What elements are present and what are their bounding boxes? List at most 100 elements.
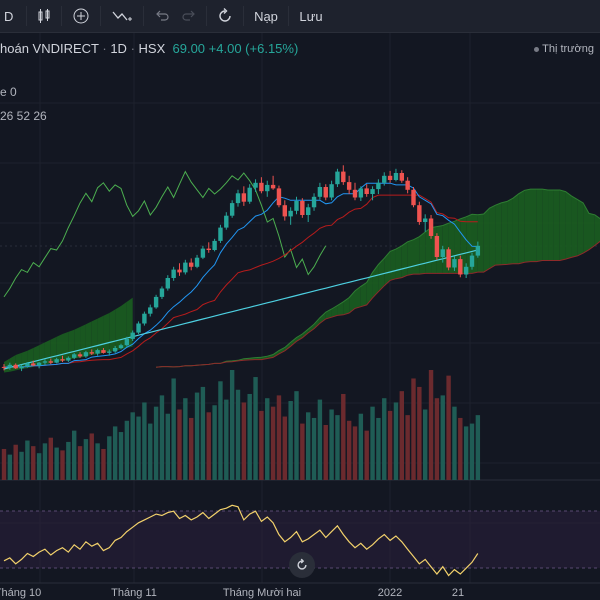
- volume-bar: [66, 441, 71, 480]
- volume-bar: [259, 410, 264, 480]
- ichimoku-cloud: [115, 306, 121, 351]
- candle-body: [300, 201, 305, 215]
- ichimoku-cloud: [278, 347, 285, 354]
- candle-body: [440, 249, 445, 257]
- toolbar-divider: [61, 6, 62, 26]
- candle-body: [124, 338, 130, 346]
- volume-bar: [235, 389, 241, 480]
- interval-button[interactable]: D: [4, 8, 14, 24]
- candle-body: [405, 180, 410, 190]
- volume-bar: [329, 409, 334, 480]
- reset-chart-button[interactable]: [289, 552, 315, 578]
- volume-bar: [270, 406, 276, 480]
- candle-body: [253, 182, 258, 188]
- candle-body: [399, 173, 404, 181]
- volume-bar: [387, 410, 393, 480]
- volume-bar: [452, 406, 457, 480]
- candle-body: [183, 262, 188, 273]
- ichimoku-cloud: [413, 236, 420, 275]
- save-button[interactable]: Lưu: [299, 8, 323, 24]
- candle-body: [270, 184, 276, 189]
- candles-icon[interactable]: [31, 0, 57, 32]
- symbol-name: hoán VNDIRECT: [0, 41, 99, 56]
- indicator-legend-ichimoku[interactable]: 26 52 26: [0, 109, 47, 123]
- candle-body: [66, 357, 71, 361]
- publish-button[interactable]: Nạp: [254, 8, 278, 24]
- volume-bar: [346, 420, 352, 480]
- volume-bar: [241, 402, 247, 480]
- volume-bar: [300, 423, 305, 480]
- ichimoku-cloud: [536, 189, 543, 262]
- volume-bar: [7, 454, 13, 480]
- candle-body: [148, 307, 153, 314]
- ichimoku-cloud: [91, 318, 98, 355]
- time-axis-label: Tháng 11: [111, 587, 157, 599]
- candle-body: [411, 189, 416, 206]
- candle-body: [376, 182, 381, 190]
- volume-bar: [130, 412, 135, 480]
- ichimoku-cloud: [273, 350, 279, 358]
- volume-bar: [101, 448, 106, 480]
- compare-icon[interactable]: [105, 0, 139, 32]
- candle-body: [89, 352, 94, 354]
- candle-body: [235, 193, 241, 204]
- ichimoku-cloud: [395, 245, 402, 279]
- volume-bar: [469, 423, 475, 480]
- ichimoku-cloud: [589, 213, 595, 250]
- toolbar-divider: [206, 6, 207, 26]
- volume-bar: [48, 437, 53, 480]
- volume-bar: [159, 395, 165, 480]
- market-status-label: Thị trường: [542, 43, 594, 55]
- ichimoku-cloud: [44, 339, 51, 365]
- volume-bar: [212, 405, 217, 480]
- market-status[interactable]: Thị trường: [534, 43, 594, 55]
- ichimoku-cloud: [495, 202, 502, 266]
- candle-body: [72, 354, 77, 358]
- add-indicator-icon[interactable]: [66, 0, 96, 32]
- volume-bar: [183, 398, 188, 480]
- candle-body: [341, 171, 346, 183]
- candle-body: [364, 188, 369, 194]
- last-price: 69.00: [172, 41, 206, 56]
- candle-body: [171, 269, 176, 278]
- candle-body: [382, 175, 387, 183]
- ichimoku-cloud: [594, 214, 600, 246]
- candle-body: [107, 351, 112, 353]
- candle-body: [218, 227, 223, 241]
- candle-body: [224, 215, 229, 228]
- ichimoku-cloud: [477, 213, 484, 273]
- volume-bar: [352, 426, 358, 480]
- redo-icon[interactable]: [176, 0, 202, 32]
- kijun-line: [3, 194, 478, 368]
- ichimoku-cloud: [489, 205, 496, 269]
- ichimoku-cloud: [337, 301, 344, 316]
- ichimoku-cloud: [542, 189, 549, 261]
- ichimoku-cloud: [85, 321, 92, 357]
- candle-body: [136, 323, 141, 333]
- candle-body: [265, 184, 270, 192]
- long-ma-line: [3, 249, 478, 370]
- volume-bar: [463, 426, 469, 480]
- volume-bar: [42, 443, 48, 480]
- ichimoku-cloud: [372, 264, 379, 298]
- candle-body: [323, 187, 328, 198]
- candle-body: [259, 182, 264, 192]
- symbol-legend[interactable]: hoán VNDIRECT · 1D · HSX 69.00 +4.00 (+6…: [0, 41, 299, 56]
- volume-bar: [253, 377, 258, 480]
- chart-area[interactable]: Tháng 10 Tháng 11 Tháng Mười hai 2022 21 hoá…: [0, 33, 600, 600]
- volume-bar: [31, 446, 36, 480]
- chart-canvas[interactable]: Tháng 10 Tháng 11 Tháng Mười hai 2022 21: [0, 33, 600, 600]
- candle-body: [54, 359, 59, 363]
- volume-bar: [218, 381, 223, 480]
- ichimoku-cloud: [530, 189, 537, 262]
- symbol-exchange: HSX: [138, 41, 166, 56]
- volume-bar: [440, 395, 445, 480]
- indicator-legend-volume[interactable]: e 0: [0, 85, 17, 99]
- reload-icon[interactable]: [211, 0, 239, 32]
- undo-icon[interactable]: [148, 0, 176, 32]
- candle-body: [417, 205, 422, 222]
- candle-body: [446, 249, 451, 268]
- ichimoku-cloud: [378, 258, 385, 292]
- candle-body: [48, 361, 53, 363]
- ichimoku-cloud: [290, 337, 297, 347]
